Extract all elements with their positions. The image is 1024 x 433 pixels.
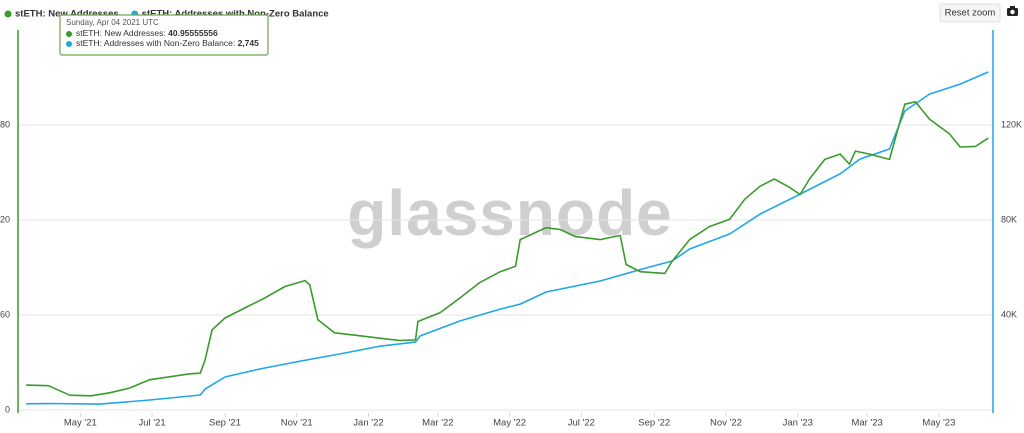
tooltip-dot: [66, 31, 72, 37]
y-tick-label: 160: [0, 309, 10, 319]
y-tick-label: 0: [5, 404, 10, 414]
y-tick-label: 320: [0, 214, 10, 224]
tooltip-box: [59, 14, 269, 56]
camera-icon[interactable]: [1007, 6, 1018, 16]
legend-label: stETH: Addresses with Non-Zero Balance: [142, 9, 329, 20]
tooltip-row: stETH: Addresses with Non-Zero Balance: …: [76, 38, 259, 48]
x-tick-label: Jul '22: [568, 418, 595, 429]
watermark: glassnode: [347, 177, 673, 249]
x-tick-label: Jan '23: [783, 418, 813, 429]
legend-dot: [4, 10, 12, 18]
x-tick-label: May '23: [922, 418, 955, 429]
tooltip-series-name: stETH: New Addresses: [76, 28, 163, 38]
x-tick-label: Nov '21: [281, 418, 313, 429]
y-tick-label: 480: [0, 119, 10, 129]
tooltip-dot: [66, 41, 72, 47]
x-tick-label: May '21: [64, 418, 97, 429]
tooltip-value: 40.95555556: [168, 28, 218, 38]
tooltip-sep: :: [163, 28, 168, 38]
x-tick-label: Mar '22: [422, 418, 453, 429]
x-tick-label: Nov '22: [710, 418, 742, 429]
tooltip-title: Sunday, Apr 04 2021 UTC: [66, 18, 159, 27]
x-tick-label: Sep '21: [209, 418, 241, 429]
x-tick-label: Jul '21: [138, 418, 165, 429]
y2-tick-label: 120K: [1001, 119, 1022, 129]
series-line: [26, 101, 989, 397]
x-tick-label: Jan '22: [353, 418, 383, 429]
tooltip-value: 2,745: [238, 38, 260, 48]
x-tick-label: Sep '22: [638, 418, 670, 429]
series-line: [26, 71, 989, 405]
tooltip-sep: :: [233, 38, 238, 48]
x-tick-label: Mar '23: [851, 418, 882, 429]
legend-label: stETH: New Addresses: [15, 9, 119, 20]
camera-lens[interactable]: [1010, 9, 1015, 15]
reset-zoom-label[interactable]: Reset zoom: [945, 8, 996, 19]
y2-tick-label: 80K: [1001, 214, 1017, 224]
tooltip-row: stETH: New Addresses: 40.95555556: [76, 28, 218, 38]
reset-zoom[interactable]: Reset zoom: [939, 3, 1001, 23]
reset-zoom-bg[interactable]: [939, 3, 1001, 23]
x-tick-label: May '22: [493, 418, 526, 429]
y2-tick-label: 40K: [1001, 309, 1017, 319]
camera-top[interactable]: [1010, 6, 1015, 9]
tooltip-series-name: stETH: Addresses with Non-Zero Balance: [76, 38, 233, 48]
